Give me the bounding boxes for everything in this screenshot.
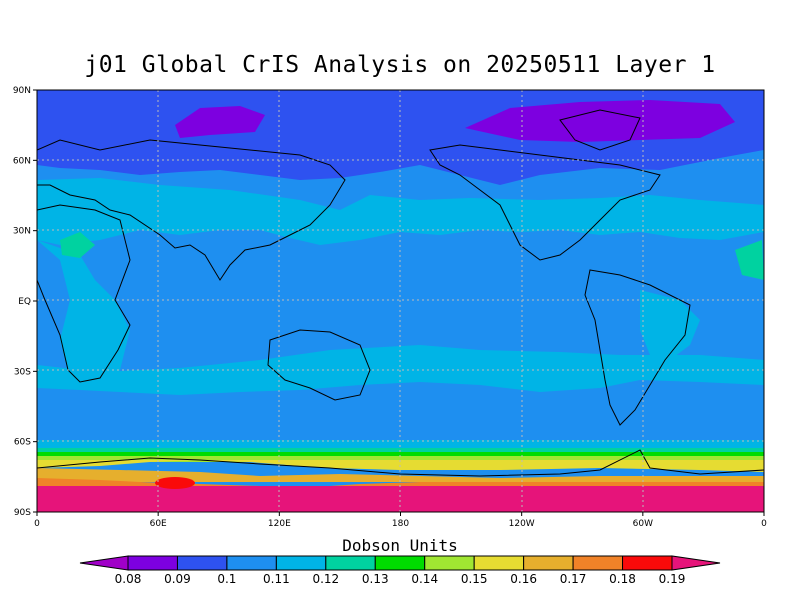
colorbar-level-label: 0.08 (115, 572, 142, 586)
contour-spot-2 (735, 240, 764, 280)
colorbar-swatch (622, 555, 673, 571)
lon-tick-label: 60W (633, 519, 653, 529)
contour-southamerica-band (640, 290, 700, 360)
colorbar-low-arrow (79, 555, 129, 571)
colorbar-level-label: 0.15 (461, 572, 488, 586)
lat-tick-label: 90S (14, 508, 31, 518)
coastline-eurasia (37, 139, 346, 281)
coastline-antarctica (37, 449, 764, 477)
coastline-south-america (584, 269, 691, 426)
coastlines (37, 109, 764, 477)
colorbar-level-label: 0.16 (510, 572, 537, 586)
colorbar-level-label: 0.14 (411, 572, 438, 586)
colorbar-swatch (572, 555, 624, 571)
colorbar-swatch (473, 555, 525, 571)
contour-africa-band (37, 240, 130, 390)
colorbar-level-label: 0.12 (312, 572, 339, 586)
colorbar-swatch (127, 555, 178, 571)
coastline-greenland (559, 109, 641, 151)
colorbar-level-label: 0.09 (164, 572, 191, 586)
colorbar: 0.08 0.09 0.1 0.11 0.12 0.13 0.14 0.15 0.16 0.17 0… (79, 555, 721, 586)
map-title: j01 Global CrIS Analysis on 20250511 Lay… (84, 52, 716, 78)
contour-sh-band-017 (37, 478, 764, 488)
latitude-axis: 90N 60N 30N EQ 30S 60S 90S (13, 86, 37, 518)
lat-tick-label: 30S (14, 367, 31, 377)
longitude-axis: 0 60E 120E 180 120W 60W 0 (34, 512, 767, 529)
contour-spot-1 (60, 232, 95, 258)
lon-tick-label: 120W (509, 519, 535, 529)
lon-tick-label: 0 (34, 519, 40, 529)
lon-tick-label: 60E (150, 519, 167, 529)
colorbar-swatch (275, 555, 327, 571)
contour-north-min-1 (175, 106, 265, 138)
lat-tick-label: 30N (13, 227, 31, 237)
lon-tick-label: 0 (761, 519, 767, 529)
coastline-africa (37, 204, 131, 383)
map-plot-area (37, 90, 764, 512)
contour-sh-band-014 (37, 456, 764, 462)
colorbar-level-label: 0.17 (560, 572, 587, 586)
lon-tick-label: 180 (392, 519, 409, 529)
lat-tick-label: EQ (18, 297, 31, 307)
lat-tick-label: 60N (13, 156, 31, 166)
colorbar-level-label: 0.13 (362, 572, 389, 586)
graticule (37, 90, 764, 512)
colorbar-swatch (176, 555, 228, 571)
lon-tick-label: 120E (268, 519, 291, 529)
colorbar-level-label: 0.18 (609, 572, 636, 586)
colorbar-swatch (226, 555, 277, 571)
contour-sh-band-019 (37, 486, 764, 512)
colorbar-level-label: 0.1 (217, 572, 236, 586)
colorbar-swatch (325, 555, 376, 571)
colorbar-level-label: 0.19 (659, 572, 686, 586)
colorbar-high-arrow (671, 555, 721, 571)
colorbar-level-label: 0.11 (263, 572, 290, 586)
lat-tick-label: 60S (14, 438, 31, 448)
colorbar-swatch (424, 555, 475, 571)
colorbar-title: Dobson Units (342, 536, 458, 555)
colorbar-swatch (374, 555, 426, 571)
colorbar-swatch (523, 555, 574, 571)
contour-sh-max-spot (155, 477, 195, 489)
lat-tick-label: 90N (13, 86, 31, 96)
coastline-north-america (429, 144, 661, 261)
contour-sh-band-016 (37, 468, 764, 482)
contour-north-min-2 (465, 100, 735, 142)
